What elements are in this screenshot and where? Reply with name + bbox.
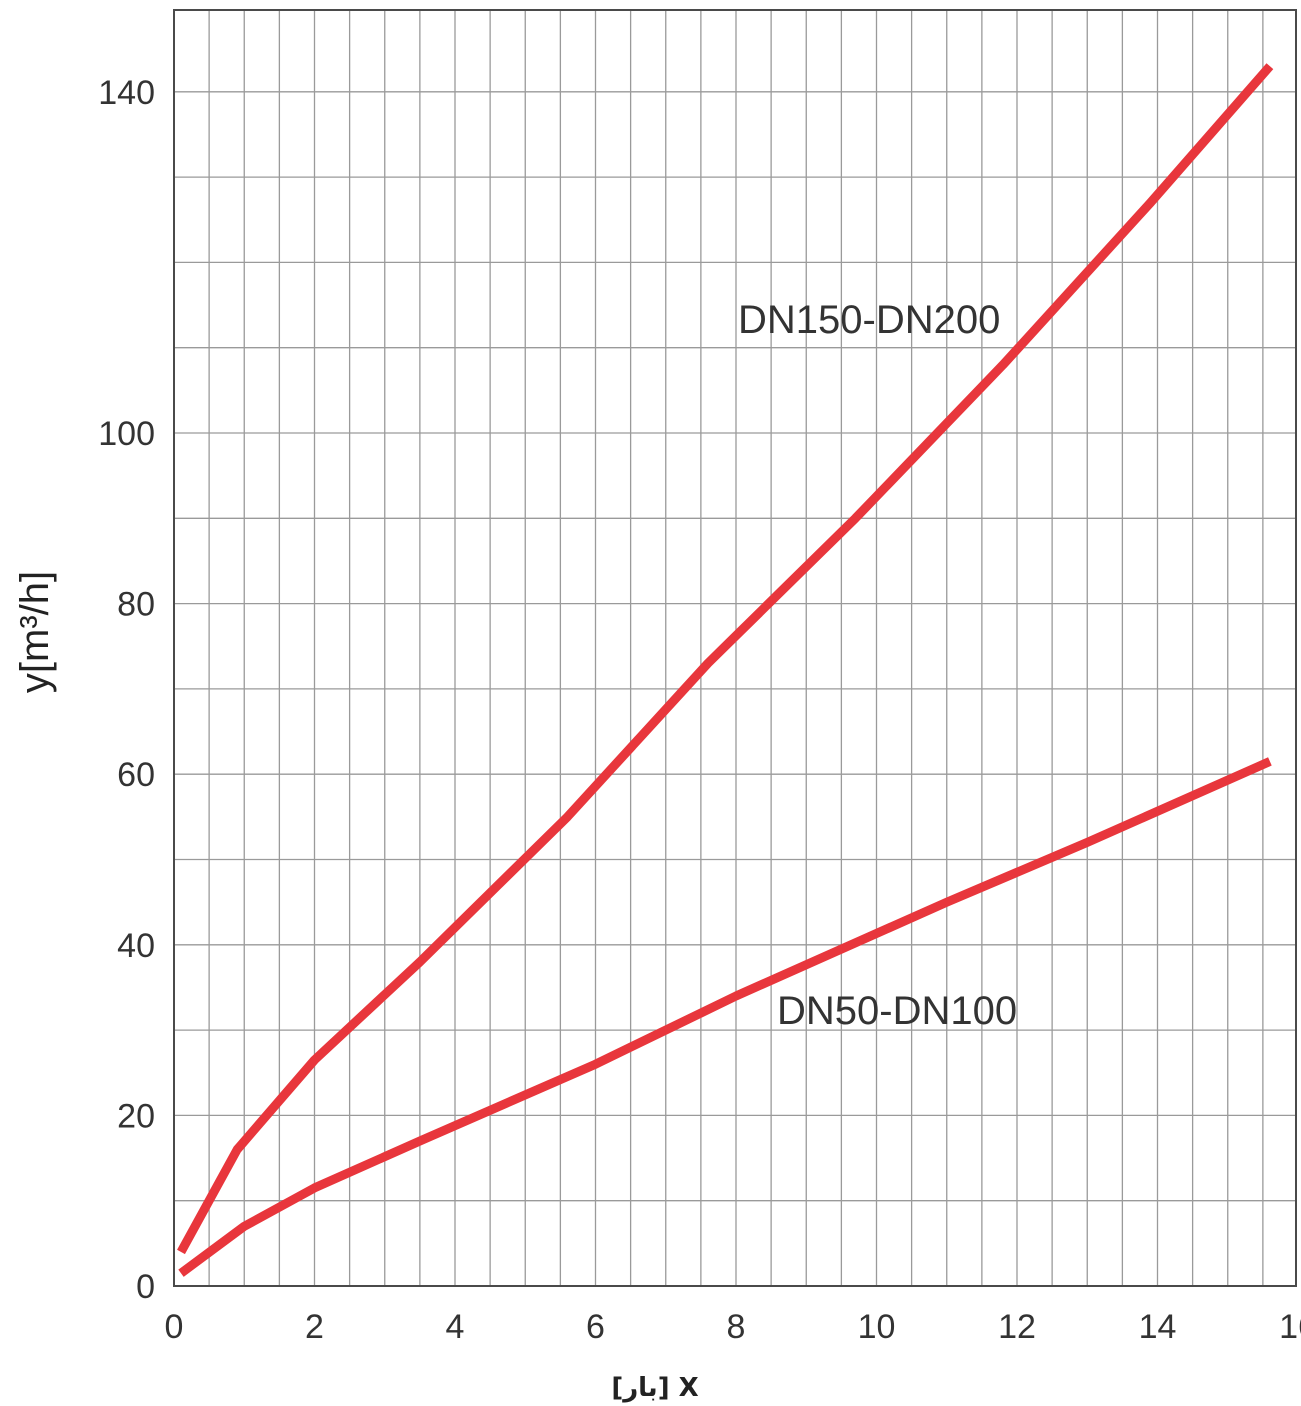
- x-tick-label: 8: [727, 1308, 746, 1346]
- x-tick-label: 10: [858, 1308, 896, 1346]
- x-axis-label: [بار] X: [611, 1373, 698, 1403]
- series-lines: [177, 63, 1274, 1277]
- series-label-dn150-dn200: DN150-DN200: [738, 298, 1000, 342]
- x-tick-labels: 0 2 4 6 8 10 12 14 16: [165, 1308, 1301, 1346]
- series-label-dn50-dn100: DN50-DN100: [777, 989, 1017, 1033]
- series-line-dn150-dn200: [177, 63, 1274, 1255]
- x-tick-label: 12: [998, 1308, 1036, 1346]
- x-tick-label: 6: [586, 1308, 605, 1346]
- x-tick-label: 2: [305, 1308, 324, 1346]
- y-axis-label: y[m³/h]: [13, 571, 57, 693]
- y-tick-label: 20: [117, 1097, 155, 1135]
- y-tick-label: 0: [136, 1268, 155, 1306]
- y-tick-label: 100: [98, 415, 155, 453]
- x-tick-label: 0: [165, 1308, 184, 1346]
- y-tick-labels: 020406080100140160: [98, 74, 155, 1306]
- grid-lines: [174, 10, 1296, 1286]
- plot-frame: [173, 9, 1297, 1287]
- x-tick-label: 14: [1139, 1308, 1177, 1346]
- x-tick-label: 4: [446, 1308, 465, 1346]
- y-tick-label: 60: [117, 756, 155, 794]
- y-tick-label: 140: [98, 74, 155, 112]
- series-line-dn50-dn100: [178, 757, 1272, 1277]
- x-tick-label: 16: [1279, 1308, 1301, 1346]
- y-tick-label: 40: [117, 927, 155, 965]
- y-tick-label: 80: [117, 586, 155, 624]
